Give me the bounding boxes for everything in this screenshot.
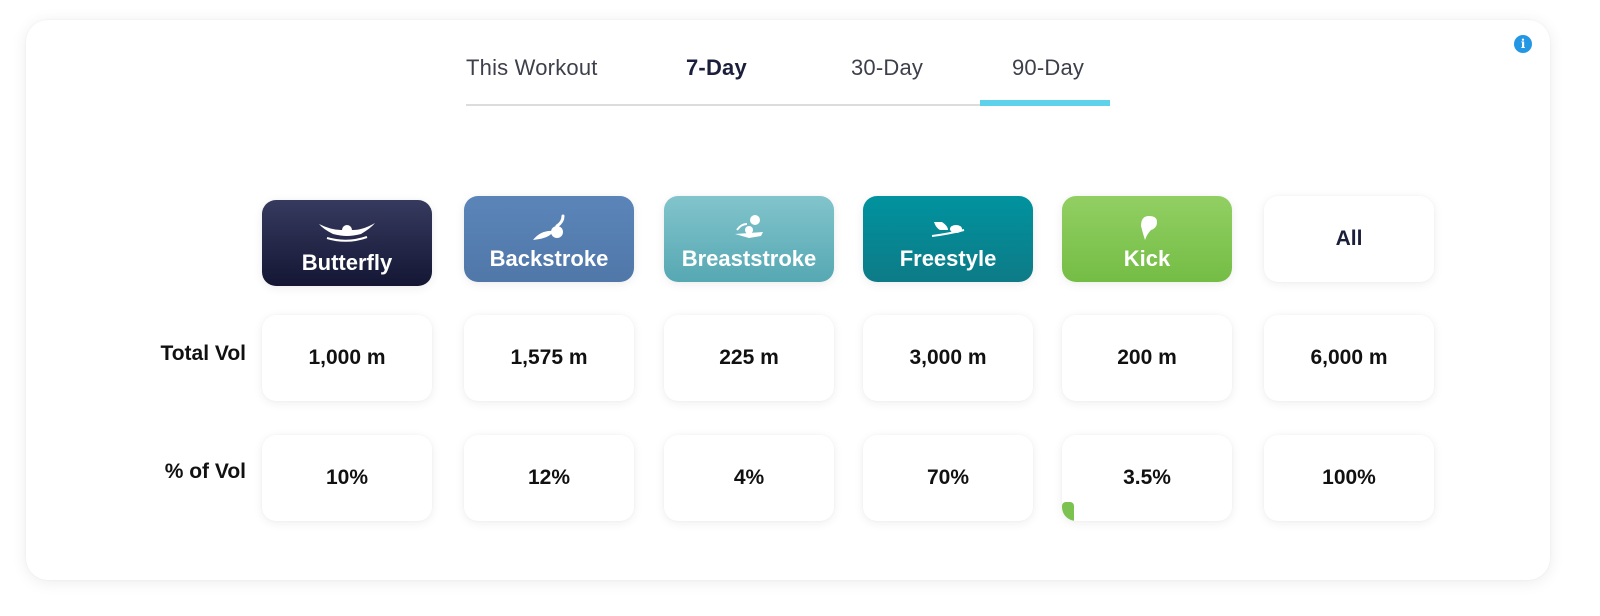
stroke-label: Kick: [1123, 246, 1171, 271]
percent-vol-cell: 70%: [863, 435, 1033, 521]
percent-vol-value: 70%: [926, 466, 970, 489]
stroke-label: Butterfly: [301, 250, 393, 275]
total-vol-cell: 6,000 m: [1264, 315, 1434, 401]
total-vol-value: 225 m: [719, 346, 779, 369]
breaststroke-swimmer-icon: [735, 215, 763, 238]
tabs-divider: [466, 104, 1110, 106]
stroke-label: Freestyle: [899, 246, 997, 271]
stroke-tile-kick[interactable]: Kick: [1062, 196, 1232, 282]
percent-vol-value: 100%: [1322, 466, 1376, 489]
percent-vol-cell: 3.5%: [1062, 435, 1232, 521]
tab-7-day[interactable]: 7-Day: [686, 55, 747, 80]
row-label-total-vol: Total Vol: [160, 342, 246, 365]
stroke-label: All: [1335, 227, 1363, 250]
total-vol-value: 6,000 m: [1310, 346, 1388, 369]
total-vol-value: 1,000 m: [308, 346, 386, 369]
percent-vol-value: 3.5%: [1123, 466, 1171, 489]
backstroke-swimmer-icon: [533, 214, 565, 240]
total-vol-value: 1,575 m: [510, 346, 588, 369]
row-label-percent-vol: % of Vol: [164, 460, 246, 483]
stroke-volume-panel: i This Workout 7-Day 30-Day 90-Day Butte…: [26, 20, 1550, 580]
tab-90-day[interactable]: 90-Day: [1012, 55, 1085, 80]
stroke-tile-butterfly[interactable]: Butterfly: [262, 200, 432, 286]
butterfly-swimmer-icon: [319, 223, 375, 242]
percent-vol-value: 12%: [527, 466, 571, 489]
stroke-tile-all[interactable]: All: [1264, 196, 1434, 282]
tab-30-day[interactable]: 30-Day: [851, 55, 924, 80]
tab-this-workout[interactable]: This Workout: [466, 55, 598, 80]
total-vol-value: 200 m: [1117, 346, 1177, 369]
total-vol-cell: 225 m: [664, 315, 834, 401]
stroke-tile-freestyle[interactable]: Freestyle: [863, 196, 1033, 282]
stroke-label: Breaststroke: [681, 246, 817, 271]
percent-fill-bar: [1062, 502, 1074, 521]
total-vol-cell: 200 m: [1062, 315, 1232, 401]
percent-vol-value: 4%: [733, 466, 765, 489]
total-vol-value: 3,000 m: [909, 346, 987, 369]
period-tabs: This Workout 7-Day 30-Day 90-Day: [466, 50, 1110, 110]
freestyle-swimmer-icon: [931, 222, 965, 237]
stroke-label: Backstroke: [489, 246, 609, 271]
stroke-tile-backstroke[interactable]: Backstroke: [464, 196, 634, 282]
tab-selected-indicator: [980, 100, 1110, 106]
stroke-tile-breaststroke[interactable]: Breaststroke: [664, 196, 834, 282]
total-vol-cell: 1,000 m: [262, 315, 432, 401]
percent-vol-cell: 12%: [464, 435, 634, 521]
percent-vol-cell: 4%: [664, 435, 834, 521]
percent-vol-cell: 10%: [262, 435, 432, 521]
total-vol-cell: 1,575 m: [464, 315, 634, 401]
percent-vol-value: 10%: [325, 466, 369, 489]
total-vol-cell: 3,000 m: [863, 315, 1033, 401]
kickboard-icon: [1141, 216, 1157, 240]
percent-vol-cell: 100%: [1264, 435, 1434, 521]
info-icon[interactable]: i: [1514, 35, 1532, 53]
